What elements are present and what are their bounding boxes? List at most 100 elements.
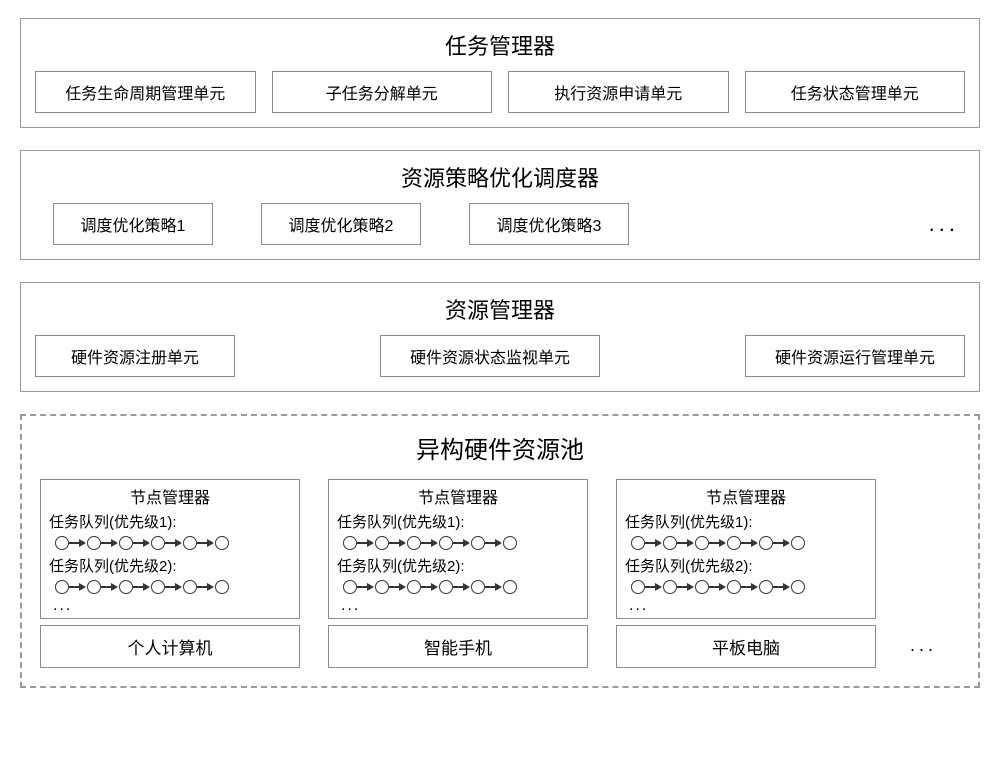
ellipsis-icon: ... [337,598,579,618]
ellipsis-icon: ... [625,598,867,618]
task-node-icon [119,580,133,594]
task-manager-title: 任务管理器 [35,29,965,61]
pool-row: 节点管理器 任务队列(优先级1): 任务队列(优先级2): ... 个人计算机 … [40,479,960,668]
task-node-icon [503,536,517,550]
node-manager-title: 节点管理器 [49,484,291,508]
strategy-box: 调度优化策略1 [53,203,213,245]
ellipsis-icon: ... [923,213,965,235]
ellipsis-icon: ... [904,636,943,668]
ellipsis-icon: ... [49,598,291,618]
task-node-icon [503,580,517,594]
task-manager-section: 任务管理器 任务生命周期管理单元 子任务分解单元 执行资源申请单元 任务状态管理… [20,18,980,128]
task-queue-chain [343,534,579,552]
task-node-icon [471,536,485,550]
task-node-icon [759,580,773,594]
task-node-icon [343,536,357,550]
node-manager-box: 节点管理器 任务队列(优先级1): 任务队列(优先级2): ... [616,479,876,619]
scheduler-row: 调度优化策略1 调度优化策略2 调度优化策略3 ... [35,203,965,245]
task-node-icon [663,536,677,550]
queue-label: 任务队列(优先级2): [49,555,177,576]
arrow-icon [773,536,791,550]
task-queue-chain [55,534,291,552]
task-node-icon [55,536,69,550]
arrow-icon [453,536,471,550]
task-manager-unit: 执行资源申请单元 [508,71,729,113]
arrow-icon [709,536,727,550]
task-node-icon [727,580,741,594]
scheduler-title: 资源策略优化调度器 [35,161,965,193]
task-queue-chain [55,578,291,596]
arrow-icon [421,580,439,594]
arrow-icon [389,536,407,550]
task-node-icon [727,536,741,550]
arrow-icon [421,536,439,550]
arrow-icon [485,536,503,550]
task-node-icon [119,536,133,550]
arrow-icon [165,536,183,550]
queue-label: 任务队列(优先级2): [625,555,753,576]
task-node-icon [791,580,805,594]
arrow-icon [485,580,503,594]
arrow-icon [741,580,759,594]
arrow-icon [677,536,695,550]
task-node-icon [343,580,357,594]
arrow-icon [357,580,375,594]
arrow-icon [773,580,791,594]
arrow-icon [741,536,759,550]
arrow-icon [101,580,119,594]
task-queue-chain [631,578,867,596]
arrow-icon [677,580,695,594]
arrow-icon [133,536,151,550]
task-node-icon [695,536,709,550]
node-column: 节点管理器 任务队列(优先级1): 任务队列(优先级2): ... 智能手机 [328,479,588,668]
queue-label: 任务队列(优先级1): [337,511,465,532]
task-node-icon [695,580,709,594]
strategy-box: 调度优化策略3 [469,203,629,245]
resource-unit: 硬件资源运行管理单元 [745,335,965,377]
arrow-icon [389,580,407,594]
resource-manager-title: 资源管理器 [35,293,965,325]
hardware-pool-title: 异构硬件资源池 [40,430,960,465]
task-node-icon [87,536,101,550]
node-manager-title: 节点管理器 [337,484,579,508]
task-node-icon [663,580,677,594]
task-node-icon [631,580,645,594]
task-manager-unit: 子任务分解单元 [272,71,493,113]
task-manager-row: 任务生命周期管理单元 子任务分解单元 执行资源申请单元 任务状态管理单元 [35,71,965,113]
task-node-icon [439,536,453,550]
task-manager-unit: 任务生命周期管理单元 [35,71,256,113]
arrow-icon [197,536,215,550]
task-node-icon [183,580,197,594]
node-manager-box: 节点管理器 任务队列(优先级1): 任务队列(优先级2): ... [40,479,300,619]
arrow-icon [69,536,87,550]
device-box: 个人计算机 [40,625,300,668]
task-node-icon [791,536,805,550]
task-node-icon [471,580,485,594]
arrow-icon [197,580,215,594]
arrow-icon [165,580,183,594]
device-box: 平板电脑 [616,625,876,668]
resource-unit: 硬件资源注册单元 [35,335,235,377]
task-node-icon [375,536,389,550]
arrow-icon [709,580,727,594]
task-node-icon [407,536,421,550]
task-node-icon [151,536,165,550]
task-node-icon [215,580,229,594]
arrow-icon [133,580,151,594]
task-node-icon [759,536,773,550]
resource-manager-section: 资源管理器 硬件资源注册单元 硬件资源状态监视单元 硬件资源运行管理单元 [20,282,980,392]
task-node-icon [439,580,453,594]
arrow-icon [645,536,663,550]
arrow-icon [69,580,87,594]
task-node-icon [183,536,197,550]
strategy-box: 调度优化策略2 [261,203,421,245]
task-node-icon [631,536,645,550]
task-node-icon [87,580,101,594]
queue-label: 任务队列(优先级1): [49,511,177,532]
task-queue-chain [343,578,579,596]
node-manager-box: 节点管理器 任务队列(优先级1): 任务队列(优先级2): ... [328,479,588,619]
scheduler-section: 资源策略优化调度器 调度优化策略1 调度优化策略2 调度优化策略3 ... [20,150,980,260]
task-queue-chain [631,534,867,552]
resource-manager-row: 硬件资源注册单元 硬件资源状态监视单元 硬件资源运行管理单元 [35,335,965,377]
node-column: 节点管理器 任务队列(优先级1): 任务队列(优先级2): ... 平板电脑 [616,479,876,668]
